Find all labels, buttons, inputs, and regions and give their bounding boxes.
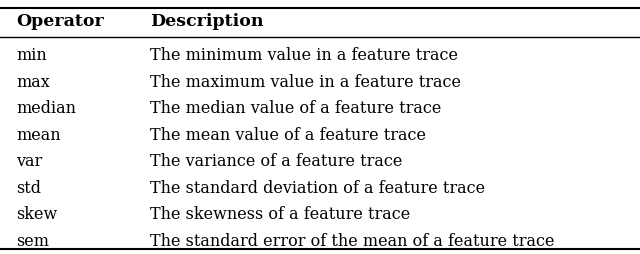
Text: std: std bbox=[16, 180, 41, 197]
Text: var: var bbox=[16, 153, 42, 170]
Text: mean: mean bbox=[16, 127, 61, 144]
Text: The skewness of a feature trace: The skewness of a feature trace bbox=[150, 206, 411, 223]
Text: Operator: Operator bbox=[16, 13, 104, 30]
Text: sem: sem bbox=[16, 233, 49, 250]
Text: The mean value of a feature trace: The mean value of a feature trace bbox=[150, 127, 426, 144]
Text: Description: Description bbox=[150, 13, 264, 30]
Text: The standard deviation of a feature trace: The standard deviation of a feature trac… bbox=[150, 180, 486, 197]
Text: max: max bbox=[16, 74, 50, 91]
Text: The maximum value in a feature trace: The maximum value in a feature trace bbox=[150, 74, 461, 91]
Text: skew: skew bbox=[16, 206, 57, 223]
Text: The variance of a feature trace: The variance of a feature trace bbox=[150, 153, 403, 170]
Text: The median value of a feature trace: The median value of a feature trace bbox=[150, 100, 442, 117]
Text: median: median bbox=[16, 100, 76, 117]
Text: The minimum value in a feature trace: The minimum value in a feature trace bbox=[150, 47, 458, 64]
Text: The standard error of the mean of a feature trace: The standard error of the mean of a feat… bbox=[150, 233, 555, 250]
Text: min: min bbox=[16, 47, 47, 64]
